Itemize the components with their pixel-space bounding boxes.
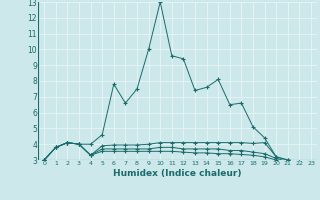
X-axis label: Humidex (Indice chaleur): Humidex (Indice chaleur) [113, 169, 242, 178]
